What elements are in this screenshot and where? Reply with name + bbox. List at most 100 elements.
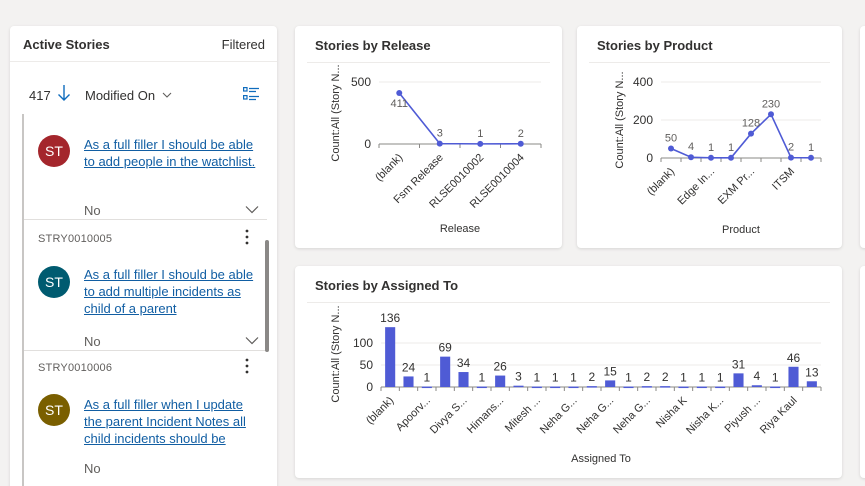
chart-title: Stories by Assigned To bbox=[315, 278, 459, 293]
more-options-icon[interactable] bbox=[245, 358, 249, 374]
sort-field-button[interactable]: Modified On bbox=[85, 88, 156, 103]
data-point bbox=[668, 145, 674, 152]
bar bbox=[586, 386, 597, 388]
story-title-link[interactable]: As a full filler when I update the paren… bbox=[84, 397, 246, 446]
data-label: 1 bbox=[772, 371, 779, 385]
bar bbox=[623, 386, 634, 389]
list-item[interactable]: ST As a full filler I should be able to … bbox=[24, 114, 267, 220]
y-tick-label: 0 bbox=[364, 137, 371, 151]
list-item[interactable]: STRY0010005 ST As a full filler I should… bbox=[24, 220, 267, 351]
expand-chevron-down-icon[interactable] bbox=[245, 205, 259, 214]
partial-card bbox=[860, 266, 865, 478]
data-label: 2 bbox=[643, 370, 650, 384]
y-tick-label: 500 bbox=[351, 75, 371, 89]
stories-by-release-card: Stories by Release 0 500 411 3 1 2 (blank) Fsm … bbox=[295, 26, 562, 248]
story-title-link[interactable]: As a full filler I should be able to add… bbox=[84, 137, 256, 169]
x-axis-label: Assigned To bbox=[571, 453, 631, 465]
bar bbox=[440, 356, 451, 387]
data-label: 1 bbox=[423, 371, 430, 385]
data-label: 4 bbox=[753, 369, 760, 383]
x-tick-label: Mitesh ... bbox=[503, 395, 543, 435]
story-field-value: No bbox=[84, 334, 101, 349]
bar bbox=[696, 386, 707, 389]
bar bbox=[458, 372, 469, 387]
y-axis-label: Count:All (Story N... bbox=[614, 71, 626, 168]
bar bbox=[531, 386, 542, 389]
data-label: 69 bbox=[438, 341, 452, 355]
expand-chevron-down-icon[interactable] bbox=[245, 336, 259, 345]
data-point bbox=[748, 130, 754, 137]
x-tick-label: (blank) bbox=[373, 152, 405, 184]
data-label: 1 bbox=[728, 142, 734, 154]
y-tick-label: 50 bbox=[360, 358, 374, 372]
story-field-value: No bbox=[84, 203, 101, 218]
x-axis-label: Product bbox=[722, 224, 760, 236]
data-label: 128 bbox=[742, 118, 760, 130]
list-item[interactable]: STRY0010006 ST As a full filler when I u… bbox=[24, 351, 267, 486]
bar bbox=[513, 385, 524, 388]
story-id: STRY0010006 bbox=[38, 362, 113, 374]
data-label: 3 bbox=[437, 128, 443, 140]
data-point bbox=[808, 154, 814, 161]
bar bbox=[550, 386, 561, 389]
list-toolbar: 417 Modified On bbox=[10, 62, 277, 114]
avatar: ST bbox=[38, 394, 70, 426]
data-label: 1 bbox=[808, 142, 814, 154]
title-divider bbox=[307, 302, 830, 303]
data-point bbox=[788, 154, 794, 161]
avatar: ST bbox=[38, 135, 70, 167]
story-title-link[interactable]: As a full filler I should be able to add… bbox=[84, 267, 254, 316]
data-label: 1 bbox=[680, 371, 687, 385]
data-point bbox=[517, 140, 524, 147]
x-tick-label: Riya Kaul bbox=[758, 395, 800, 437]
data-label: 2 bbox=[518, 128, 524, 140]
y-tick-label: 200 bbox=[633, 113, 653, 127]
data-point bbox=[436, 140, 443, 147]
panel-header: Active Stories Filtered bbox=[10, 26, 277, 62]
bar bbox=[605, 380, 616, 387]
data-label: 13 bbox=[805, 365, 819, 379]
x-tick-label: Piyush ... bbox=[722, 395, 762, 435]
filter-status: Filtered bbox=[221, 37, 265, 52]
record-count: 417 bbox=[29, 88, 51, 103]
x-tick-label: Divya S... bbox=[428, 395, 470, 437]
bar bbox=[751, 385, 762, 387]
bar bbox=[421, 386, 432, 389]
data-label: 1 bbox=[717, 371, 724, 385]
bar bbox=[733, 373, 744, 387]
y-tick-label: 100 bbox=[353, 336, 373, 350]
x-tick-label: (blank) bbox=[364, 395, 396, 427]
y-tick-label: 400 bbox=[633, 75, 653, 89]
bar bbox=[788, 366, 799, 387]
data-label: 136 bbox=[380, 311, 400, 325]
bar bbox=[385, 327, 396, 387]
data-label: 2 bbox=[788, 142, 794, 154]
bar bbox=[403, 376, 414, 387]
title-divider bbox=[307, 62, 550, 63]
data-point bbox=[688, 154, 694, 161]
bar bbox=[660, 386, 671, 388]
more-options-icon[interactable] bbox=[245, 229, 249, 245]
series-line bbox=[398, 92, 521, 145]
data-label: 1 bbox=[708, 142, 714, 154]
x-tick-label: Neha G... bbox=[538, 395, 580, 437]
data-label: 34 bbox=[457, 356, 471, 370]
sort-direction-arrow-down-icon[interactable] bbox=[57, 84, 71, 102]
data-point bbox=[728, 154, 734, 161]
partial-card bbox=[860, 26, 865, 248]
title-divider bbox=[589, 62, 830, 63]
data-label: 24 bbox=[402, 360, 416, 374]
x-tick-label: Edge In... bbox=[675, 166, 717, 208]
y-tick-label: 0 bbox=[646, 151, 653, 165]
stories-by-product-card: Stories by Product 0 200 400 50 4 1 1 128 230 2 1 (… bbox=[577, 26, 842, 248]
data-label: 1 bbox=[552, 371, 559, 385]
data-label: 3 bbox=[515, 370, 522, 384]
sort-field-chevron-down-icon[interactable] bbox=[162, 91, 172, 99]
chart-title: Stories by Product bbox=[597, 38, 713, 53]
x-tick-label: Himans... bbox=[465, 395, 506, 436]
list-view-icon[interactable] bbox=[243, 87, 259, 101]
x-tick-label: Neha G... bbox=[575, 395, 617, 437]
data-label: 1 bbox=[698, 371, 705, 385]
list-scrollbar[interactable] bbox=[265, 240, 269, 352]
y-tick-label: 0 bbox=[366, 380, 373, 394]
